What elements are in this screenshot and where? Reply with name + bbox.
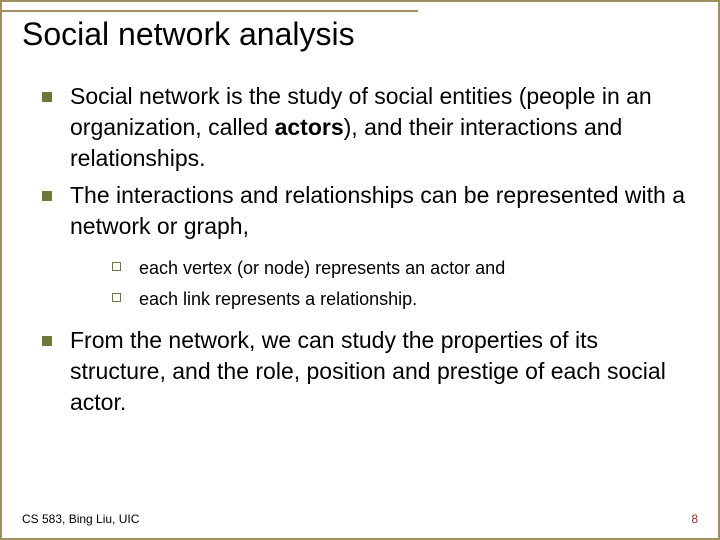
- bullet-item: From the network, we can study the prope…: [42, 325, 698, 418]
- square-bullet-icon: [42, 92, 52, 102]
- hollow-square-icon: [112, 262, 121, 271]
- sub-bullet-item: each link represents a relationship.: [112, 287, 698, 311]
- bullet-item: The interactions and relationships can b…: [42, 180, 698, 242]
- sub-bullet-text: each vertex (or node) represents an acto…: [139, 256, 505, 280]
- sub-bullet-list: each vertex (or node) represents an acto…: [112, 256, 698, 311]
- bullet-text: Social network is the study of social en…: [70, 81, 698, 174]
- text-bold: actors: [275, 114, 344, 140]
- sub-bullet-text: each link represents a relationship.: [139, 287, 417, 311]
- slide-title: Social network analysis: [22, 16, 698, 53]
- footer-course-info: CS 583, Bing Liu, UIC: [22, 512, 139, 526]
- square-bullet-icon: [42, 191, 52, 201]
- text-segment: The interactions and relationships can b…: [70, 182, 685, 239]
- slide-footer: CS 583, Bing Liu, UIC 8: [22, 512, 698, 526]
- bullet-item: Social network is the study of social en…: [42, 81, 698, 174]
- square-bullet-icon: [42, 336, 52, 346]
- bullet-text: From the network, we can study the prope…: [70, 325, 698, 418]
- hollow-square-icon: [112, 293, 121, 302]
- page-number: 8: [691, 512, 698, 526]
- slide-content: Social network is the study of social en…: [22, 81, 698, 418]
- sub-bullet-item: each vertex (or node) represents an acto…: [112, 256, 698, 280]
- title-accent-line: [2, 10, 418, 12]
- bullet-text: The interactions and relationships can b…: [70, 180, 698, 242]
